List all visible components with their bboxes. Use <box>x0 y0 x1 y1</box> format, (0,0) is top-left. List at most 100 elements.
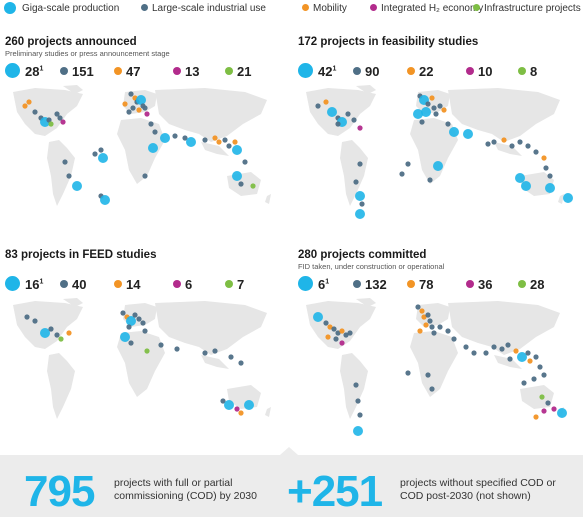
legend-item-giga: Giga-scale production <box>4 2 119 14</box>
industrial-project-marker <box>142 105 148 111</box>
land-shape <box>47 140 75 206</box>
giga-project-marker <box>186 137 196 147</box>
industrial-project-marker <box>431 330 437 336</box>
giga-project-marker <box>327 107 337 117</box>
industrial-project-marker <box>182 135 188 141</box>
land-shape <box>155 301 267 355</box>
giga-count-footnote: 1 <box>39 278 44 286</box>
industrial-project-marker <box>517 139 523 145</box>
industrial-project-marker <box>32 318 38 324</box>
industrial-project-marker <box>238 360 244 366</box>
panel-announced: 260 projects announced Preliminary studi… <box>5 36 287 254</box>
integrated-project-marker <box>60 119 66 125</box>
industrial-project-marker <box>533 354 539 360</box>
land-shape <box>410 331 458 397</box>
giga-dot-icon <box>298 276 313 291</box>
industrial-project-marker <box>509 143 515 149</box>
integrated-dot-icon <box>370 4 377 11</box>
industrial-project-marker <box>507 356 513 362</box>
industrial-count: 132 <box>365 277 387 292</box>
total-2030-text: projects with full or partial commission… <box>114 477 257 502</box>
industrial-project-marker <box>359 201 365 207</box>
mobility-project-marker <box>122 101 128 107</box>
giga-project-marker <box>120 332 130 342</box>
industrial-project-marker <box>242 159 248 165</box>
industrial-project-marker <box>451 336 457 342</box>
integrated-project-marker <box>541 408 547 414</box>
legend-item-infrastructure: Infrastructure projects <box>473 3 581 14</box>
infrastructure-dot-icon <box>225 67 233 75</box>
legend-label-infrastructure: Infrastructure projects <box>484 3 581 14</box>
legend-label-integrated: Integrated H₂ economy <box>381 3 484 14</box>
infrastructure-count-value: 8 <box>530 64 538 79</box>
infrastructure-count-value: 21 <box>237 64 252 79</box>
panel-counts: 61 132 78 36 28 <box>298 275 580 295</box>
land-shape <box>558 194 564 204</box>
industrial-project-marker <box>425 372 431 378</box>
industrial-project-marker <box>46 117 52 123</box>
integrated-dot-icon <box>173 280 181 288</box>
industrial-dot-icon <box>60 67 68 75</box>
giga-dot-icon <box>5 63 20 78</box>
industrial-project-marker <box>128 340 134 346</box>
mobility-project-marker <box>533 414 539 420</box>
land-shape <box>356 298 376 307</box>
land-shape <box>201 355 229 369</box>
infrastructure-project-marker <box>144 348 150 354</box>
land-shape <box>63 298 83 307</box>
giga-project-marker <box>244 400 254 410</box>
industrial-project-marker <box>345 111 351 117</box>
land-shape <box>494 142 522 156</box>
mobility-project-marker <box>22 103 28 109</box>
industrial-project-marker <box>427 177 433 183</box>
giga-project-marker <box>232 171 242 181</box>
industrial-project-marker <box>445 121 451 127</box>
industrial-project-marker <box>541 372 547 378</box>
mobility-project-marker <box>423 322 429 328</box>
giga-project-marker <box>563 193 573 203</box>
industrial-project-marker <box>98 147 104 153</box>
industrial-project-marker <box>202 350 208 356</box>
mobility-count-value: 47 <box>126 64 141 79</box>
integrated-count: 6 <box>185 277 192 292</box>
industrial-dot-icon <box>60 280 68 288</box>
legend: Giga-scale production Large-scale indust… <box>0 0 583 22</box>
giga-count-value: 42 <box>318 64 333 79</box>
industrial-project-marker <box>126 109 132 115</box>
giga-count: 161 <box>25 277 43 292</box>
industrial-count: 40 <box>72 277 86 292</box>
integrated-project-marker <box>551 406 557 412</box>
giga-count: 281 <box>25 64 43 79</box>
mobility-count-value: 14 <box>126 277 141 292</box>
industrial-project-marker <box>323 320 329 326</box>
industrial-project-marker <box>331 326 337 332</box>
legend-item-mobility: Mobility <box>302 3 347 14</box>
industrial-project-marker <box>437 103 443 109</box>
unspecified-number: +251 <box>287 467 383 516</box>
integrated-count-value: 6 <box>185 277 193 292</box>
world-map <box>306 298 567 436</box>
land-shape <box>155 88 267 142</box>
giga-project-marker <box>557 408 567 418</box>
land-shape <box>265 194 271 204</box>
giga-dot-icon <box>5 276 20 291</box>
giga-count-value: 6 <box>318 277 326 292</box>
industrial-project-marker <box>543 165 549 171</box>
industrial-project-marker <box>212 348 218 354</box>
industrial-project-marker <box>431 105 437 111</box>
mobility-project-marker <box>238 410 244 416</box>
industrial-project-marker <box>521 380 527 386</box>
world-map <box>13 298 271 419</box>
land-shape <box>448 301 560 355</box>
integrated-count-value: 36 <box>478 277 493 292</box>
giga-project-marker <box>463 129 473 139</box>
integrated-dot-icon <box>466 280 474 288</box>
giga-project-marker <box>449 127 459 137</box>
industrial-project-marker <box>142 173 148 179</box>
giga-count-footnote: 1 <box>325 278 330 286</box>
panel-title: 172 projects in feasibility studies <box>298 36 479 48</box>
industrial-project-marker <box>32 109 38 115</box>
panel-feed: 83 projects in FEED studies 161 40 14 6 7 <box>5 249 287 467</box>
integrated-project-marker <box>339 340 345 346</box>
mobility-count: 47 <box>126 64 140 79</box>
